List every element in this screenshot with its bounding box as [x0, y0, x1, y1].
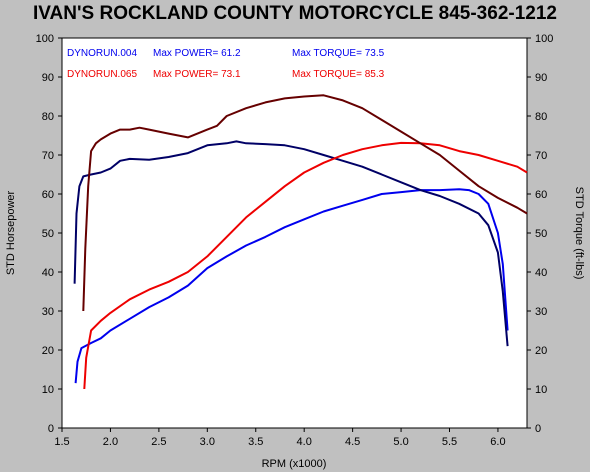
y-tick-label-right: 70: [535, 150, 547, 162]
legend-power-1: Max POWER= 61.2: [153, 48, 241, 59]
x-tick-label: 2.5: [151, 436, 166, 448]
y-tick-label-right: 30: [535, 306, 547, 318]
y-tick-label-left: 10: [42, 384, 54, 396]
legend: DYNORUN.004 Max POWER= 61.2 Max TORQUE= 73…: [67, 48, 385, 80]
x-axis-label: RPM (x1000): [262, 458, 327, 470]
y-axis-right-label: STD Torque (ft-lbs): [573, 187, 585, 280]
y-tick-label-right: 60: [535, 189, 547, 201]
y-tick-label-left: 30: [42, 306, 54, 318]
x-tick-label: 6.0: [490, 436, 505, 448]
legend-power-2: Max POWER= 73.1: [153, 69, 241, 80]
legend-run-2: DYNORUN.065: [67, 69, 137, 80]
y-tick-label-left: 80: [42, 111, 54, 123]
series-line-dynorun-065-power: [83, 141, 528, 390]
y-tick-label-left: 50: [42, 228, 54, 240]
y-tick-label-right: 50: [535, 228, 547, 240]
x-tick-label: 4.0: [297, 436, 312, 448]
x-tick-label: 5.5: [442, 436, 457, 448]
series-line-dynorun-004-power: [74, 188, 509, 384]
legend-torque-1: Max TORQUE= 73.5: [292, 48, 385, 59]
series-lines: [73, 94, 528, 390]
legend-run-1: DYNORUN.004: [67, 48, 137, 59]
y-tick-label-right: 10: [535, 384, 547, 396]
series-line-dynorun-065-torque: [82, 94, 528, 312]
legend-torque-2: Max TORQUE= 85.3: [292, 69, 385, 80]
y-tick-label-left: 70: [42, 150, 54, 162]
y-tick-label-left: 20: [42, 345, 54, 357]
x-tick-label: 3.0: [200, 436, 215, 448]
y-tick-label-left: 40: [42, 267, 54, 279]
y-axis-left-label: STD Horsepower: [5, 190, 17, 275]
x-tick-label: 1.5: [54, 436, 69, 448]
chart-title: IVAN'S ROCKLAND COUNTY MOTORCYCLE 845-36…: [33, 3, 557, 24]
y-tick-label-right: 40: [535, 267, 547, 279]
y-tick-label-left: 60: [42, 189, 54, 201]
y-tick-label-right: 90: [535, 72, 547, 84]
x-tick-label: 5.0: [393, 436, 408, 448]
y-tick-label-left: 90: [42, 72, 54, 84]
y-tick-label-right: 0: [535, 423, 541, 435]
y-tick-label-left: 100: [36, 33, 54, 45]
y-tick-label-right: 80: [535, 111, 547, 123]
series-line-dynorun-004-torque: [73, 140, 509, 347]
x-tick-label: 4.5: [345, 436, 360, 448]
x-tick-label: 3.5: [248, 436, 263, 448]
axis-ticks: 0 0 10 10 20 20 30 30 40 40 50 50 60 60 70 70 80 80 90 90 10…: [36, 33, 554, 448]
plot-area: [61, 37, 528, 429]
y-tick-label-right: 100: [535, 33, 553, 45]
x-tick-label: 2.0: [103, 436, 118, 448]
y-tick-label-left: 0: [48, 423, 54, 435]
y-tick-label-right: 20: [535, 345, 547, 357]
